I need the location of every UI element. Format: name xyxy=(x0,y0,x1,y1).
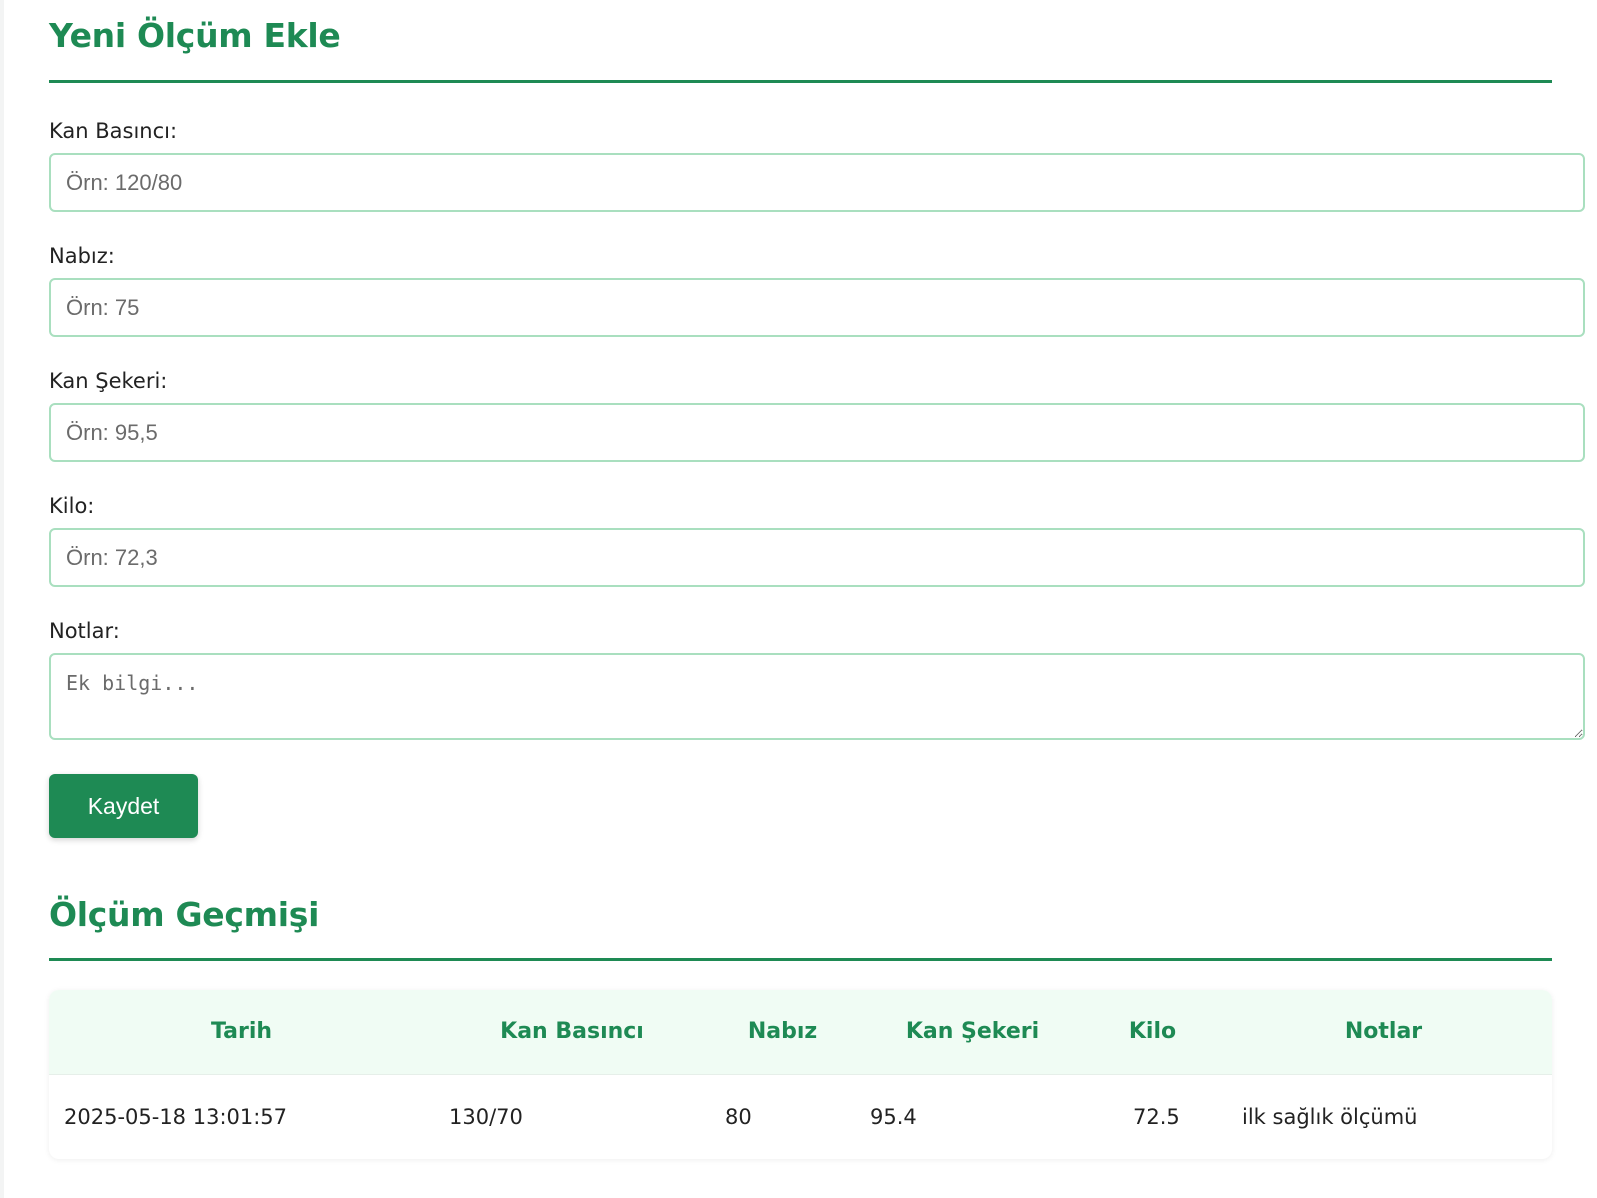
column-header-notes: Notlar xyxy=(1344,1019,1423,1045)
save-button[interactable]: Kaydet xyxy=(49,774,198,838)
cell-blood-pressure: 130/70 xyxy=(449,1104,523,1129)
cell-date: 2025-05-18 13:01:57 xyxy=(64,1104,288,1129)
notes-label: Notlar: xyxy=(49,619,120,643)
blood-pressure-label: Kan Basıncı: xyxy=(49,119,178,143)
blood-sugar-input[interactable] xyxy=(49,403,1585,462)
cell-notes: ilk sağlık ölçümü xyxy=(1242,1104,1418,1129)
history-divider xyxy=(49,958,1552,961)
cell-blood-sugar: 95.4 xyxy=(870,1104,917,1129)
weight-input[interactable] xyxy=(49,528,1585,587)
history-table-card: Tarih Kan Basıncı Nabız Kan Şekeri Kilo … xyxy=(49,990,1552,1159)
column-header-blood-pressure: Kan Basıncı xyxy=(500,1019,644,1045)
column-header-date: Tarih xyxy=(210,1019,273,1045)
history-title: Ölçüm Geçmişi xyxy=(49,895,320,934)
page: Yeni Ölçüm Ekle Kan Basıncı: Nabız: Kan … xyxy=(4,0,1597,1198)
new-measurement-title: Yeni Ölçüm Ekle xyxy=(49,16,341,55)
column-header-weight: Kilo xyxy=(1128,1019,1177,1045)
column-header-pulse: Nabız xyxy=(747,1019,818,1045)
cell-weight: 72.5 xyxy=(1133,1104,1180,1129)
blood-pressure-input[interactable] xyxy=(49,153,1585,212)
blood-sugar-label: Kan Şekeri: xyxy=(49,369,168,393)
pulse-input[interactable] xyxy=(49,278,1585,337)
title-divider xyxy=(49,80,1552,83)
weight-label: Kilo: xyxy=(49,494,95,518)
history-table: Tarih Kan Basıncı Nabız Kan Şekeri Kilo … xyxy=(49,990,1552,1159)
table-row: 2025-05-18 13:01:57 130/70 80 95.4 72.5 … xyxy=(49,1074,1552,1159)
pulse-label: Nabız: xyxy=(49,244,115,268)
column-header-blood-sugar: Kan Şekeri xyxy=(905,1019,1040,1045)
table-header-row: Tarih Kan Basıncı Nabız Kan Şekeri Kilo … xyxy=(49,990,1552,1074)
notes-textarea[interactable] xyxy=(49,653,1585,740)
cell-pulse: 80 xyxy=(725,1104,752,1129)
